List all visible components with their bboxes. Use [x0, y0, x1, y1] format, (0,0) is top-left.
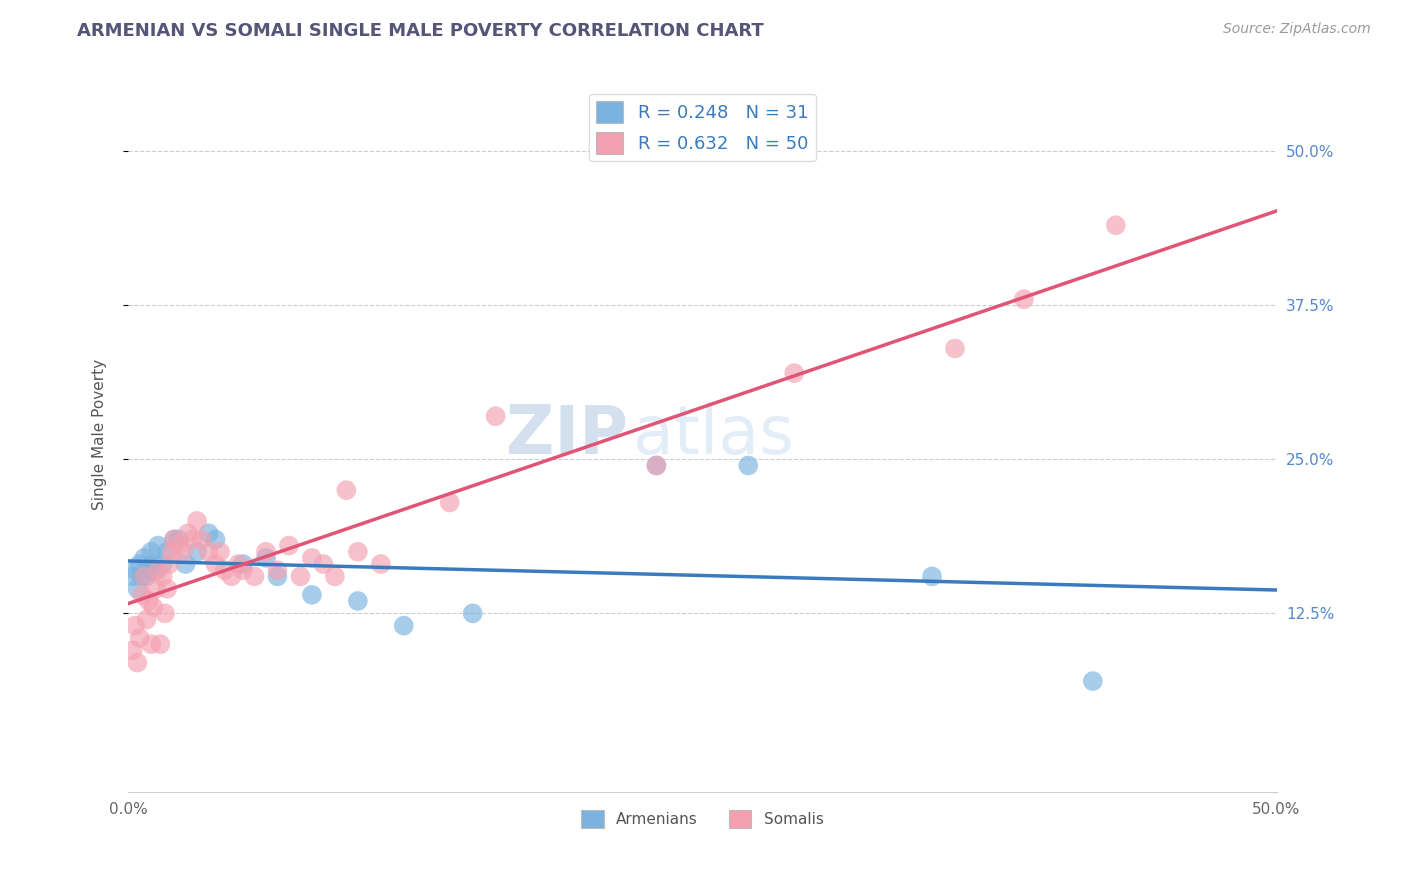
Point [204, 557, 226, 571]
Point [139, 545, 162, 559]
Point [204, 533, 226, 547]
Point [134, 569, 156, 583]
Point [214, 563, 236, 577]
Point [135, 569, 157, 583]
Point [142, 600, 165, 615]
Point [174, 557, 197, 571]
Point [370, 557, 392, 571]
Text: atlas: atlas [634, 401, 794, 467]
Point [197, 526, 219, 541]
Point [153, 607, 176, 621]
Y-axis label: Single Male Poverty: Single Male Poverty [93, 359, 107, 510]
Point [266, 569, 288, 583]
Point [160, 545, 183, 559]
Point [737, 458, 759, 473]
Point [172, 545, 194, 559]
Point [121, 569, 143, 583]
Point [232, 557, 254, 571]
Point [278, 539, 301, 553]
Point [139, 637, 162, 651]
Point [254, 545, 277, 559]
Point [152, 557, 174, 571]
Point [228, 557, 250, 571]
Point [221, 569, 243, 583]
Text: ARMENIAN VS SOMALI SINGLE MALE POVERTY CORRELATION CHART: ARMENIAN VS SOMALI SINGLE MALE POVERTY C… [77, 22, 763, 40]
Point [146, 563, 169, 577]
Point [347, 594, 370, 608]
Point [127, 656, 149, 670]
Point [124, 618, 146, 632]
Point [1012, 292, 1035, 306]
Point [167, 533, 190, 547]
Point [134, 550, 156, 565]
Point [127, 582, 149, 596]
Point [128, 631, 150, 645]
Point [301, 550, 323, 565]
Point [128, 557, 150, 571]
Point [645, 458, 668, 473]
Point [167, 539, 190, 553]
Legend: Armenians, Somalis: Armenians, Somalis [575, 804, 830, 834]
Point [145, 582, 167, 596]
Point [323, 569, 346, 583]
Point [181, 533, 204, 547]
Point [347, 545, 370, 559]
Point [131, 588, 153, 602]
Point [312, 557, 335, 571]
Point [142, 557, 165, 571]
Point [159, 557, 181, 571]
Point [156, 582, 179, 596]
Point [943, 342, 966, 356]
Point [1081, 674, 1104, 689]
Point [163, 533, 186, 547]
Point [131, 569, 153, 583]
Point [163, 533, 186, 547]
Point [186, 545, 208, 559]
Point [177, 526, 200, 541]
Point [197, 545, 219, 559]
Point [152, 569, 174, 583]
Point [301, 588, 323, 602]
Point [208, 545, 231, 559]
Point [461, 607, 484, 621]
Point [145, 563, 167, 577]
Point [392, 618, 415, 632]
Point [243, 569, 266, 583]
Point [254, 550, 277, 565]
Point [149, 637, 172, 651]
Point [138, 594, 160, 608]
Point [121, 643, 143, 657]
Point [232, 563, 254, 577]
Text: ZIP: ZIP [506, 401, 627, 467]
Point [146, 539, 169, 553]
Point [138, 563, 160, 577]
Point [186, 514, 208, 528]
Point [124, 563, 146, 577]
Point [156, 545, 179, 559]
Point [335, 483, 357, 497]
Text: Source: ZipAtlas.com: Source: ZipAtlas.com [1223, 22, 1371, 37]
Point [135, 612, 157, 626]
Point [190, 533, 212, 547]
Point [485, 409, 508, 424]
Point [783, 366, 806, 380]
Point [921, 569, 943, 583]
Point [290, 569, 312, 583]
Point [439, 495, 461, 509]
Point [1105, 219, 1128, 233]
Point [645, 458, 668, 473]
Point [266, 563, 288, 577]
